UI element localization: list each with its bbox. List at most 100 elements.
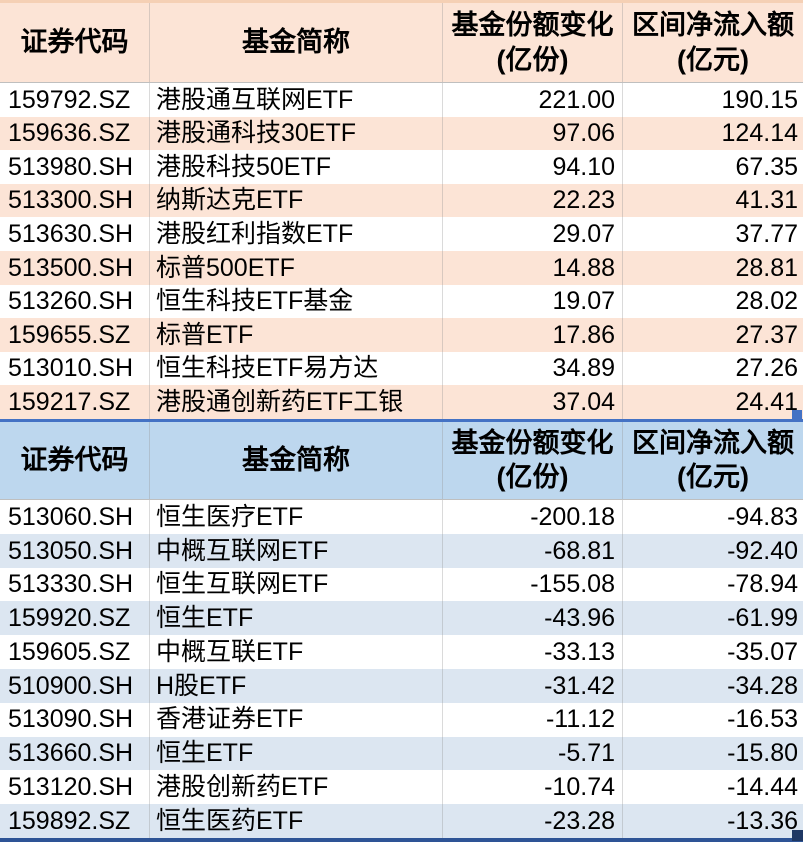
share-change-cell[interactable]: 17.86 (443, 318, 623, 352)
security-code-cell[interactable]: 513300.SH (0, 183, 150, 218)
header-fund-name[interactable]: 基金简称 (150, 3, 443, 82)
security-code-cell[interactable]: 513980.SH (0, 150, 150, 184)
fund-name-cell[interactable]: 恒生科技ETF易方达 (150, 351, 443, 386)
share-change-cell[interactable]: -155.08 (443, 567, 623, 602)
table-row[interactable]: 513090.SH 香港证券ETF -11.12 -16.53 (0, 702, 803, 737)
table-row[interactable]: 513630.SH 港股红利指数ETF 29.07 37.77 (0, 217, 803, 251)
share-change-cell[interactable]: 97.06 (443, 116, 623, 151)
share-change-cell[interactable]: -200.18 (443, 499, 623, 534)
net-flow-cell[interactable]: -16.53 (727, 705, 798, 734)
net-flow-cell[interactable]: 37.77 (735, 220, 798, 249)
security-code-cell[interactable]: 159792.SZ (0, 83, 150, 117)
security-code-cell[interactable]: 513500.SH (0, 250, 150, 285)
share-change-cell[interactable]: -33.13 (443, 635, 623, 669)
fund-name-cell[interactable]: 港股通科技30ETF (150, 116, 443, 151)
fund-name-cell[interactable]: 港股通创新药ETF工银 (150, 385, 443, 419)
security-code-cell[interactable]: 513660.SH (0, 736, 150, 771)
table-row[interactable]: 513260.SH 恒生科技ETF基金 19.07 28.02 (0, 284, 803, 319)
fund-name-cell[interactable]: 纳斯达克ETF (150, 183, 443, 218)
table-row[interactable]: 513500.SH 标普500ETF 14.88 28.81 (0, 250, 803, 285)
security-code-cell[interactable]: 513010.SH (0, 351, 150, 386)
fund-name-cell[interactable]: 港股科技50ETF (150, 150, 443, 184)
net-flow-cell[interactable]: -78.94 (727, 570, 798, 599)
table-row[interactable]: 159655.SZ 标普ETF 17.86 27.37 (0, 318, 803, 352)
net-flow-cell[interactable]: 27.26 (735, 354, 798, 383)
table-row[interactable]: 513010.SH 恒生科技ETF易方达 34.89 27.26 (0, 351, 803, 386)
share-change-cell[interactable]: 22.23 (443, 183, 623, 218)
share-change-cell[interactable]: -31.42 (443, 668, 623, 703)
table-row[interactable]: 513060.SH 恒生医疗ETF -200.18 -94.83 (0, 499, 803, 534)
fund-name-cell[interactable]: 港股红利指数ETF (150, 217, 443, 251)
share-change-cell[interactable]: 94.10 (443, 150, 623, 184)
fund-name-cell[interactable]: 恒生互联网ETF (150, 567, 443, 602)
share-change-cell[interactable]: -68.81 (443, 533, 623, 568)
net-flow-cell[interactable]: -92.40 (727, 536, 798, 565)
security-code-cell[interactable]: 513120.SH (0, 770, 150, 805)
table-row[interactable]: 513660.SH 恒生ETF -5.71 -15.80 (0, 736, 803, 771)
fund-name-cell[interactable]: 中概互联ETF (150, 635, 443, 669)
share-change-cell[interactable]: 221.00 (443, 83, 623, 117)
share-change-cell[interactable]: 14.88 (443, 250, 623, 285)
table-row[interactable]: 159920.SZ 恒生ETF -43.96 -61.99 (0, 601, 803, 636)
share-change-cell[interactable]: 19.07 (443, 284, 623, 319)
table-row[interactable]: 159605.SZ 中概互联ETF -33.13 -35.07 (0, 635, 803, 669)
net-flow-cell[interactable]: 190.15 (721, 85, 798, 114)
net-flow-cell[interactable]: -34.28 (727, 671, 798, 700)
security-code-cell[interactable]: 513630.SH (0, 217, 150, 251)
fund-name-cell[interactable]: 港股创新药ETF (150, 770, 443, 805)
fund-name-cell[interactable]: 恒生ETF (150, 736, 443, 771)
security-code-cell[interactable]: 513050.SH (0, 533, 150, 568)
share-change-cell[interactable]: 37.04 (443, 385, 623, 419)
fund-name-cell[interactable]: 恒生医药ETF (150, 804, 443, 838)
security-code-cell[interactable]: 159920.SZ (0, 601, 150, 636)
share-change-cell[interactable]: -11.12 (443, 702, 623, 737)
security-code-cell[interactable]: 159892.SZ (0, 804, 150, 838)
net-flow-cell[interactable]: 124.14 (721, 119, 798, 148)
header-security-code[interactable]: 证券代码 (0, 421, 150, 499)
share-change-cell[interactable]: 34.89 (443, 351, 623, 386)
share-change-cell[interactable]: -5.71 (443, 736, 623, 771)
fund-name-cell[interactable]: 恒生ETF (150, 601, 443, 636)
table-row[interactable]: 513980.SH 港股科技50ETF 94.10 67.35 (0, 150, 803, 184)
fund-name-cell[interactable]: 标普500ETF (150, 250, 443, 285)
security-code-cell[interactable]: 159217.SZ (0, 385, 150, 419)
header-fund-name[interactable]: 基金简称 (150, 421, 443, 499)
share-change-cell[interactable]: -10.74 (443, 770, 623, 805)
header-net-flow[interactable]: 区间净流入额 (亿元) (623, 422, 803, 499)
table-row[interactable]: 159217.SZ 港股通创新药ETF工银 37.04 24.41 (0, 385, 803, 419)
net-flow-cell[interactable]: 67.35 (735, 152, 798, 181)
net-flow-cell[interactable]: -61.99 (727, 604, 798, 633)
fund-name-cell[interactable]: 港股通互联网ETF (150, 83, 443, 117)
net-flow-cell[interactable]: -35.07 (727, 637, 798, 666)
table-row[interactable]: 159892.SZ 恒生医药ETF -23.28 -13.36 (0, 804, 803, 838)
header-net-flow[interactable]: 区间净流入额 (亿元) (623, 3, 803, 82)
security-code-cell[interactable]: 513260.SH (0, 284, 150, 319)
security-code-cell[interactable]: 513330.SH (0, 567, 150, 602)
table-row[interactable]: 159792.SZ 港股通互联网ETF 221.00 190.15 (0, 83, 803, 117)
header-share-change[interactable]: 基金份额变化 (亿份) (443, 421, 623, 499)
security-code-cell[interactable]: 159605.SZ (0, 635, 150, 669)
net-flow-cell[interactable]: 24.41 (735, 388, 798, 417)
net-flow-cell[interactable]: 27.37 (735, 320, 798, 349)
share-change-cell[interactable]: -43.96 (443, 601, 623, 636)
net-flow-cell[interactable]: 28.81 (735, 253, 798, 282)
net-flow-cell[interactable]: -15.80 (727, 739, 798, 768)
security-code-cell[interactable]: 159636.SZ (0, 116, 150, 151)
fund-name-cell[interactable]: H股ETF (150, 668, 443, 703)
share-change-cell[interactable]: -23.28 (443, 804, 623, 838)
header-share-change[interactable]: 基金份额变化 (亿份) (443, 3, 623, 82)
net-flow-cell[interactable]: -14.44 (727, 773, 798, 802)
fund-name-cell[interactable]: 恒生医疗ETF (150, 499, 443, 534)
header-security-code[interactable]: 证券代码 (0, 3, 150, 82)
security-code-cell[interactable]: 513090.SH (0, 702, 150, 737)
table-row[interactable]: 510900.SH H股ETF -31.42 -34.28 (0, 668, 803, 703)
net-flow-cell[interactable]: 41.31 (735, 186, 798, 215)
selection-handle-icon[interactable] (792, 409, 802, 420)
table-row[interactable]: 513050.SH 中概互联网ETF -68.81 -92.40 (0, 533, 803, 568)
fund-name-cell[interactable]: 恒生科技ETF基金 (150, 284, 443, 319)
table-row[interactable]: 513330.SH 恒生互联网ETF -155.08 -78.94 (0, 567, 803, 602)
net-flow-cell[interactable]: -13.36 (727, 806, 798, 835)
fund-name-cell[interactable]: 香港证券ETF (150, 702, 443, 737)
security-code-cell[interactable]: 159655.SZ (0, 318, 150, 352)
table-row[interactable]: 513300.SH 纳斯达克ETF 22.23 41.31 (0, 183, 803, 218)
